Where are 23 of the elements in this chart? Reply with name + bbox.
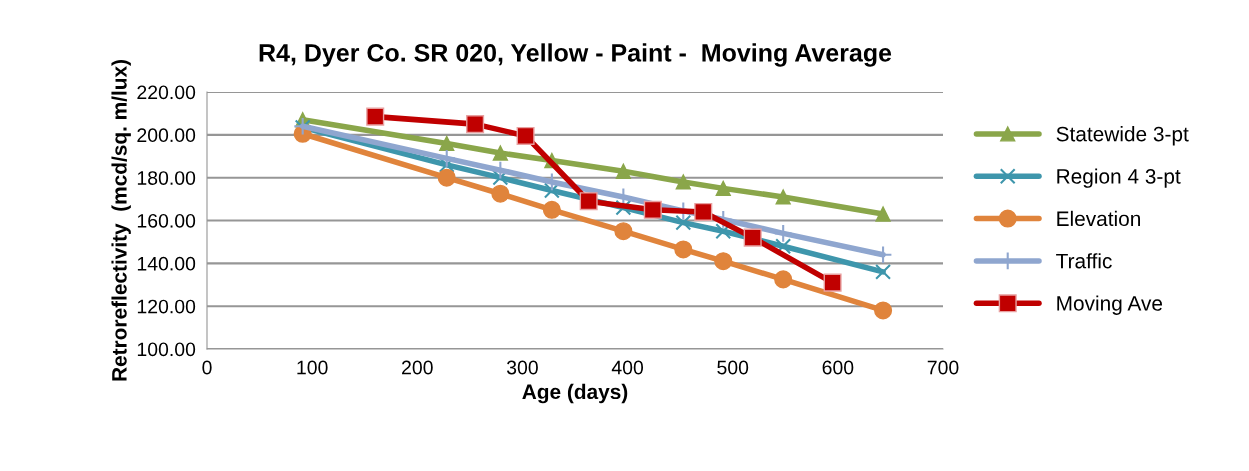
y-tick-label: 120.00 — [137, 299, 196, 314]
y-tick-label: 180.00 — [137, 171, 196, 185]
x-tick-label: 700 — [927, 360, 959, 375]
x-tick-label: 0 — [202, 360, 212, 375]
y-tick-label: 140.00 — [137, 256, 196, 271]
x-tick-label: 600 — [822, 360, 854, 375]
x-tick-label: 400 — [611, 360, 644, 375]
x-tick-label: 200 — [402, 360, 433, 375]
x-tick-label: 300 — [506, 360, 538, 375]
y-tick-label: 160.00 — [137, 213, 196, 228]
legend-label: Statewide 3-pt — [1056, 126, 1189, 146]
legend-label: Elevation — [1057, 210, 1140, 227]
legend-label: Moving Ave — [1057, 295, 1163, 315]
y-axis-title: Retroreflectivity (mcd/sq. m/lux) — [111, 60, 131, 381]
x-tick-label: 500 — [717, 360, 749, 375]
y-tick-label: 220.00 — [137, 85, 196, 100]
chart-title: R4, Dyer Co. SR 020, Yellow - Paint - Moving Average — [259, 43, 892, 67]
x-axis-title: Age (days) — [522, 383, 628, 404]
legend-label: Region 4 3-pt — [1057, 168, 1181, 188]
y-tick-label: 100.00 — [137, 342, 196, 357]
x-tick-label: 100 — [297, 360, 328, 375]
y-tick-label: 200.00 — [137, 128, 196, 143]
legend-label: Traffic — [1056, 253, 1112, 269]
